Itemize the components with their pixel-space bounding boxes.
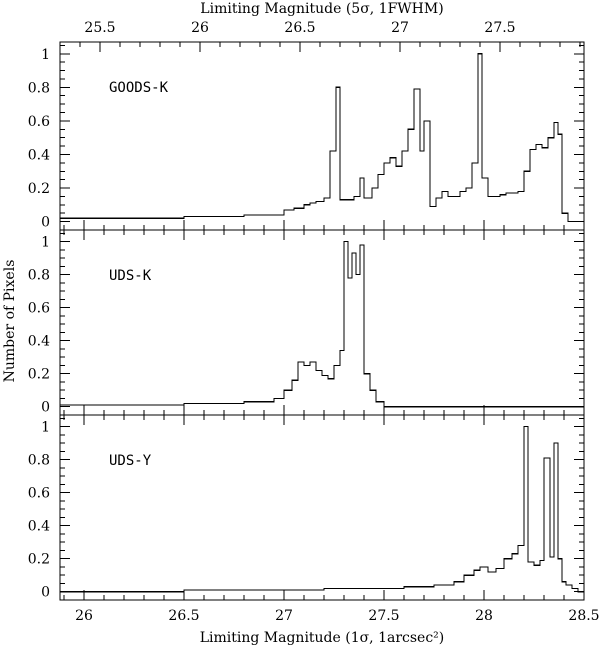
top-tick-label: 27 (391, 20, 409, 36)
bottom-axis-label: Limiting Magnitude (1σ, 1arcsec²) (200, 630, 445, 646)
panel-label: GOODS-K (109, 80, 169, 96)
y-tick-label: 0.6 (28, 486, 50, 502)
plot-frames (59, 41, 585, 601)
bottom-tick-label: 26 (75, 608, 93, 624)
plot-frame-3 (59, 414, 585, 601)
y-tick-label: 1 (41, 420, 50, 436)
axis-ticks (59, 42, 585, 600)
top-tick-label: 25.5 (84, 20, 115, 36)
bottom-tick-label: 27.5 (368, 608, 399, 624)
series-line-uds-y (60, 425, 584, 593)
y-tick-label: 0.2 (28, 181, 50, 197)
bottom-tick-label: 26.5 (168, 608, 199, 624)
y-tick-label: 0.4 (28, 519, 50, 535)
bottom-tick-label: 28.5 (568, 608, 599, 624)
y-tick-label: 1 (41, 47, 50, 63)
y-tick-label: 0.6 (28, 301, 50, 317)
series-line-goods-k (60, 53, 584, 223)
y-tick-label: 0.8 (28, 80, 50, 96)
y-tick-label: 0 (41, 215, 50, 231)
y-tick-label: 0.8 (28, 453, 50, 469)
y-axis-label: Number of Pixels (2, 260, 18, 383)
tick-labels: 0 0.2 0.4 0.6 0.8 1 GOODS-K 0 0.2 0.4 0.6 0.8 1 UDS-K… (28, 20, 600, 624)
top-axis-label: Limiting Magnitude (5σ, 1FWHM) (200, 1, 443, 17)
series-layer (60, 53, 584, 593)
bottom-tick-label: 28 (475, 608, 493, 624)
top-tick-label: 27.5 (484, 20, 515, 36)
top-tick-label: 26.5 (284, 20, 315, 36)
panel-label: UDS-K (109, 268, 152, 284)
y-tick-label: 0.8 (28, 268, 50, 284)
y-tick-label: 1 (41, 235, 50, 251)
y-tick-label: 0.2 (28, 552, 50, 568)
y-tick-label: 0.6 (28, 114, 50, 130)
bottom-tick-label: 27 (275, 608, 293, 624)
plot-frame-2 (59, 229, 585, 416)
y-tick-label: 0 (41, 585, 50, 601)
y-tick-label: 0.4 (28, 147, 50, 163)
y-tick-label: 0.2 (28, 367, 50, 383)
panel-label: UDS-Y (109, 453, 152, 469)
top-tick-label: 26 (191, 20, 209, 36)
series-line-uds-k (60, 240, 584, 408)
y-tick-label: 0 (41, 400, 50, 416)
y-tick-label: 0.4 (28, 334, 50, 350)
